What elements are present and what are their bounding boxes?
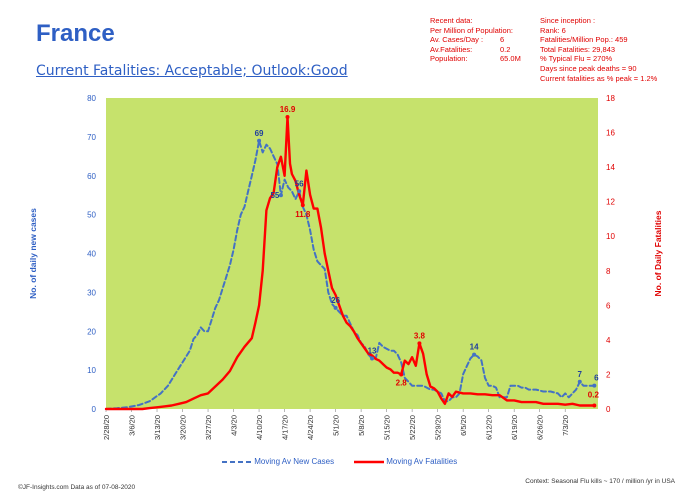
legend-cases: Moving Av New Cases	[222, 457, 334, 466]
data-point-marker	[285, 115, 290, 120]
data-point-marker	[300, 203, 305, 208]
inception-stat: Rank: 6	[540, 25, 566, 35]
data-point-marker	[297, 189, 302, 194]
y-right-tick-label: 6	[606, 301, 611, 310]
page-title: France	[36, 20, 115, 47]
data-point-marker	[577, 379, 582, 384]
y-right-tick-label: 10	[606, 232, 615, 241]
inception-stat: Fatalities/Million Pop.: 459	[540, 35, 628, 45]
x-tick-label: 4/3/20	[230, 415, 239, 436]
y-right-tick-label: 14	[606, 163, 615, 172]
stat-value: 0.2	[500, 44, 511, 54]
y-left-axis-title: No. of daily new cases	[28, 208, 38, 299]
x-tick-label: 3/6/20	[128, 415, 137, 436]
y-left-tick-label: 20	[87, 327, 96, 336]
stat-value: 6	[500, 35, 505, 45]
cases-data-label: 7	[578, 370, 583, 379]
x-tick-label: 3/13/20	[153, 415, 162, 440]
y-right-tick-label: 18	[606, 94, 615, 103]
inception-stat: % Typical Flu = 270%	[540, 54, 613, 64]
x-tick-label: 5/29/20	[434, 415, 443, 440]
fatalities-data-label: 2.8	[396, 378, 408, 387]
y-left-tick-label: 60	[87, 172, 96, 181]
y-left-tick-label: 70	[87, 133, 96, 142]
cases-data-label: 13	[368, 346, 377, 355]
y-right-tick-label: 4	[606, 336, 611, 345]
recent-data-subheader: Per Million of Population:	[430, 25, 513, 35]
y-right-tick-label: 12	[606, 198, 615, 207]
x-tick-label: 5/22/20	[408, 415, 417, 440]
data-point-marker	[333, 305, 338, 310]
y-right-tick-label: 0	[606, 405, 611, 414]
data-point-marker	[592, 383, 597, 388]
fatalities-data-label: 16.9	[280, 105, 296, 114]
y-right-tick-label: 2	[606, 370, 611, 379]
x-tick-label: 6/12/20	[485, 415, 494, 440]
legend-fatalities-swatch	[354, 460, 384, 464]
inception-stat: Current fatalities as % peak = 1.2%	[540, 73, 658, 83]
stat-label: Av.Fatalities:	[430, 44, 473, 54]
legend-cases-label: Moving Av New Cases	[254, 457, 335, 466]
cases-data-label: 55	[270, 191, 279, 200]
fatalities-data-label: 0.2	[588, 391, 600, 400]
x-tick-label: 4/17/20	[281, 415, 290, 440]
inception-stat: Days since peak deaths = 90	[540, 63, 637, 73]
y-left-tick-label: 40	[87, 250, 96, 259]
x-tick-label: 6/5/20	[459, 415, 468, 436]
fatalities-assessment: Current Fatalities: Acceptable; Outlook:…	[36, 63, 348, 79]
data-point-marker	[417, 341, 422, 346]
legend-cases-swatch	[222, 460, 252, 463]
y-left-tick-label: 0	[92, 405, 97, 414]
data-point-marker	[592, 403, 597, 408]
fatalities-series-line	[104, 115, 596, 411]
context-note: Context: Seasonal Flu kills ~ 170 / mill…	[525, 478, 675, 485]
x-tick-label: 5/8/20	[357, 415, 366, 436]
x-tick-label: 4/24/20	[306, 415, 315, 440]
y-left-tick-label: 80	[87, 94, 96, 103]
x-tick-label: 3/27/20	[204, 415, 213, 440]
recent-data-header: Recent data:	[430, 16, 473, 25]
x-tick-label: 5/15/20	[383, 415, 392, 440]
y-left-tick-label: 50	[87, 211, 96, 220]
fatalities-data-label: 3.8	[414, 331, 426, 340]
data-point-marker	[278, 193, 283, 198]
y-left-tick-label: 30	[87, 288, 96, 297]
stat-value: 65.0M	[500, 54, 521, 64]
legend-fatalities: Moving Av Fatalities	[354, 457, 457, 466]
data-point-marker	[370, 356, 375, 361]
y-right-tick-label: 8	[606, 267, 611, 276]
x-tick-label: 2/28/20	[102, 415, 111, 440]
cases-data-label: 69	[255, 129, 264, 138]
cases-data-label: 26	[331, 296, 340, 305]
x-tick-label: 7/3/20	[561, 415, 570, 436]
data-point-marker	[472, 352, 477, 357]
y-right-tick-label: 16	[606, 129, 615, 138]
cases-data-label: 14	[470, 343, 479, 352]
recent-stat-row: Av. Cases/Day : 6	[430, 35, 521, 45]
inception-stat: Since inception :	[540, 16, 596, 25]
plot-area	[106, 98, 598, 409]
copyright-note: ©JF-Insights.com Data as of 07-08-2020	[18, 484, 136, 491]
y-right-axis-title: No. of Daily Fatalities	[653, 210, 663, 296]
inception-stat: Total Fatalities: 29,843	[540, 44, 616, 54]
x-tick-label: 5/1/20	[332, 415, 341, 436]
stat-label: Av. Cases/Day :	[430, 35, 484, 45]
cases-data-label: 56	[295, 179, 304, 188]
fatalities-data-label: 11.8	[295, 210, 311, 219]
stat-label: Population:	[430, 54, 468, 64]
recent-data-panel: Recent data: Per Million of Population: …	[430, 16, 521, 64]
x-tick-label: 3/20/20	[179, 415, 188, 440]
recent-stat-row: Population: 65.0M	[430, 54, 521, 64]
recent-stat-row: Av.Fatalities: 0.2	[430, 45, 521, 55]
data-point-marker	[257, 138, 262, 143]
x-tick-label: 6/26/20	[536, 415, 545, 440]
data-point-marker	[399, 372, 404, 377]
x-tick-label: 6/19/20	[510, 415, 519, 440]
x-tick-label: 4/10/20	[255, 415, 264, 440]
legend-fatalities-label: Moving Av Fatalities	[386, 457, 458, 466]
since-inception-panel: Since inception : Rank: 6 Fatalities/Mil…	[540, 16, 657, 83]
y-left-tick-label: 10	[87, 366, 96, 375]
cases-data-label: 6	[594, 374, 599, 383]
